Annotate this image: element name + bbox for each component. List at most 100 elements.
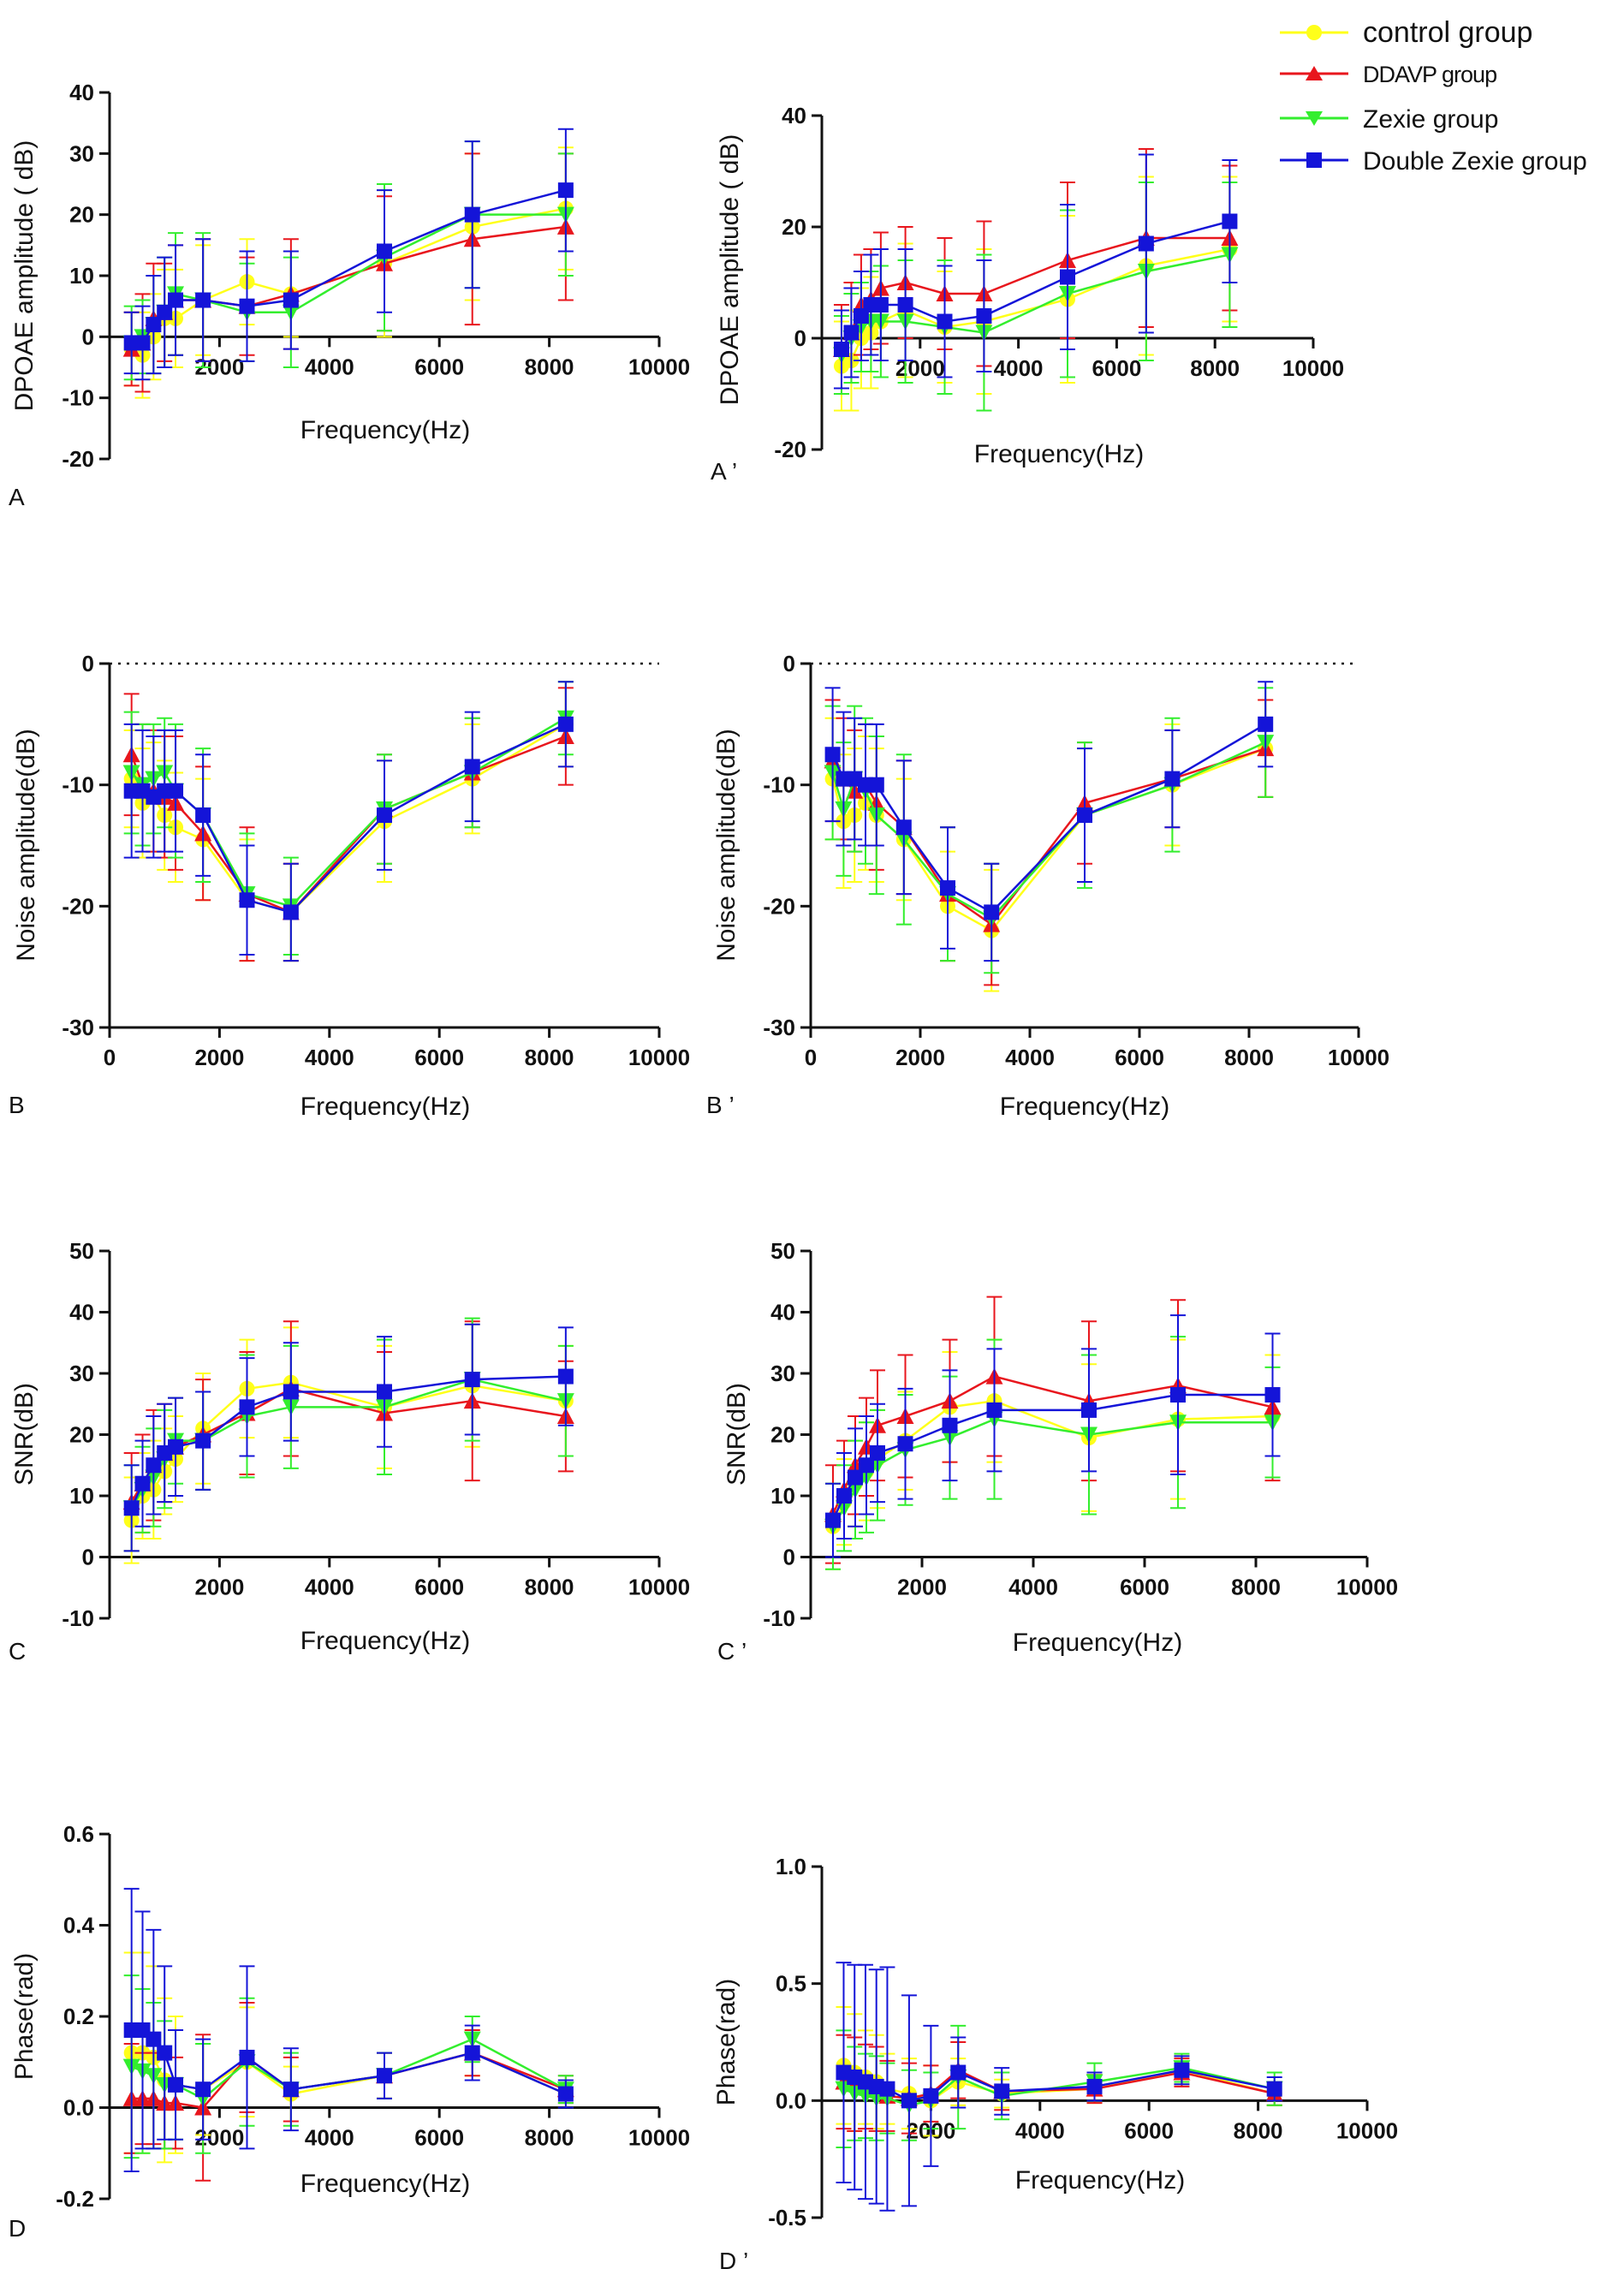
series-line [831, 1399, 1273, 1528]
x-tick-label: 6000 [414, 1045, 464, 1070]
panel-label: B ’ [706, 1092, 735, 1118]
data-point [1174, 2062, 1190, 2078]
data-point [1086, 2078, 1103, 2094]
x-axis-title: Frequency(Hz) [300, 416, 470, 444]
data-point [923, 2087, 939, 2104]
y-tick-label: -10 [62, 385, 94, 411]
data-point [1170, 1387, 1186, 1403]
y-tick-label: -20 [62, 893, 94, 919]
data-point [464, 2045, 480, 2061]
data-point [1081, 1402, 1097, 1418]
y-tick-label: 1.0 [776, 1854, 806, 1879]
y-tick-label: 0.4 [63, 1913, 95, 1939]
legend-item-double-zexie: Double Zexie group [1280, 147, 1587, 176]
panel-label: B [9, 1092, 25, 1118]
data-point [283, 292, 299, 308]
x-tick-label: 8000 [1190, 355, 1240, 381]
data-point [168, 292, 184, 308]
x-axis-title: Frequency(Hz) [1015, 2166, 1185, 2195]
series-line [831, 1393, 1273, 1522]
data-point [984, 904, 1000, 920]
y-tick-label: -10 [62, 772, 94, 798]
x-tick-label: 10000 [1282, 355, 1344, 381]
y-tick-label: 0.2 [63, 2004, 94, 2029]
panel-label: D [9, 2215, 26, 2242]
y-tick-label: 0.0 [776, 2087, 806, 2113]
panel-label: D ’ [719, 2248, 748, 2274]
panel-label: A [9, 484, 25, 510]
data-point [1266, 2081, 1282, 2097]
data-point [195, 807, 211, 824]
y-tick-label: 0 [783, 1545, 795, 1570]
series-double-zexie-group [824, 681, 1274, 962]
data-point [239, 2049, 255, 2065]
panel-label: C ’ [717, 1638, 747, 1665]
data-point [377, 807, 392, 824]
y-axis-title: DPOAE amplitude ( dB) [716, 134, 744, 406]
series-double-zexie-group [123, 1323, 574, 1552]
series-double-zexie-group [836, 1962, 1282, 2212]
data-point [557, 716, 574, 732]
data-point [976, 308, 992, 324]
chart-c-prime: -10 0 10 20 30 40 50 2000 4000 6000 8000 10000 Frequ… [717, 1238, 1398, 1665]
x-tick-label: 4000 [994, 355, 1044, 381]
data-point [195, 1432, 211, 1449]
legend-item-zexie: Zexie group [1280, 105, 1498, 134]
x-axis-title: Frequency(Hz) [300, 1093, 470, 1121]
data-point [464, 759, 480, 775]
x-tick-label: 6000 [1115, 1045, 1164, 1070]
series-line [131, 213, 566, 344]
x-tick-label: 6000 [1120, 1575, 1169, 1600]
data-point [195, 2081, 211, 2098]
series-double-zexie-group [825, 1314, 1281, 1558]
data-point [134, 335, 151, 351]
data-point [157, 304, 173, 320]
data-point [1164, 771, 1181, 787]
data-point [146, 317, 162, 333]
data-point [937, 313, 953, 330]
series-double-zexie-group [123, 128, 574, 381]
chart-b: -30 -20 -10 0 0 2000 4000 6000 8000 10000 Frequenc… [9, 651, 690, 1121]
data-point [879, 2081, 895, 2097]
x-tick-label: 8000 [525, 1045, 574, 1070]
x-tick-label: 8000 [1234, 2117, 1283, 2143]
data-point [1060, 269, 1075, 285]
y-tick-label: 20 [69, 1422, 94, 1448]
y-tick-label: -10 [763, 772, 795, 798]
data-point [195, 292, 211, 308]
series-line [131, 207, 567, 357]
data-point [1222, 213, 1238, 229]
series-double-zexie-group [123, 681, 574, 962]
panel-label: C [9, 1638, 26, 1665]
panel-label: A ’ [711, 458, 737, 485]
y-tick-label: 40 [69, 80, 94, 105]
data-point [283, 2081, 299, 2098]
y-tick-label: 0 [82, 651, 94, 676]
x-tick-label: 10000 [1336, 2117, 1398, 2143]
y-tick-label: 30 [69, 140, 94, 166]
x-tick-label: 10000 [1336, 1575, 1398, 1600]
data-point [895, 819, 912, 836]
x-tick-label: 6000 [1124, 2117, 1174, 2143]
x-tick-label: 10000 [628, 1575, 690, 1600]
data-point [283, 1384, 299, 1400]
y-tick-label: 20 [770, 1422, 795, 1448]
x-tick-label: 8000 [525, 2125, 574, 2151]
data-point [897, 297, 913, 313]
data-point [940, 880, 955, 896]
y-tick-label: 0 [82, 1545, 94, 1570]
data-point [123, 1500, 140, 1516]
y-tick-label: 10 [770, 1483, 795, 1509]
x-tick-label: 6000 [414, 1575, 464, 1600]
y-tick-label: 40 [69, 1300, 94, 1325]
legend-label-ddavp: DDAVP group [1363, 62, 1496, 87]
chart-c: -10 0 10 20 30 40 50 2000 4000 6000 8000 10000 Frequ… [9, 1238, 690, 1665]
data-point [870, 1444, 885, 1461]
x-tick-label: 4000 [1008, 1575, 1058, 1600]
data-point [168, 2076, 184, 2093]
data-point [848, 1469, 863, 1486]
x-tick-label: 2000 [895, 1045, 945, 1070]
data-point [859, 1457, 874, 1474]
